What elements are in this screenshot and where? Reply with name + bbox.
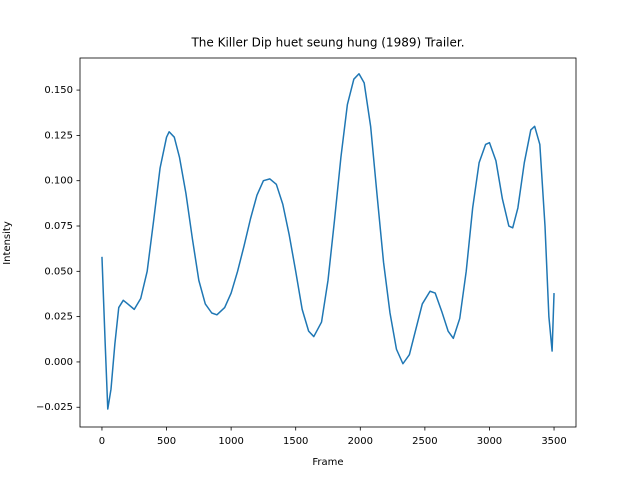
plot-frame — [79, 57, 577, 428]
x-tick-label: 3500 — [541, 436, 566, 447]
y-tick-label: −0.025 — [36, 402, 73, 413]
data-line — [101, 73, 555, 410]
x-tick-label: 0 — [99, 436, 105, 447]
x-tick-label: 3000 — [477, 436, 502, 447]
chart-title: The Killer Dip huet seung hung (1989) Tr… — [190, 36, 464, 50]
y-axis-label: Intensity — [2, 221, 13, 265]
y-tick-label: 0.025 — [44, 312, 73, 323]
y-tick-label: 0.050 — [44, 266, 73, 277]
x-tick-label: 2000 — [348, 436, 373, 447]
x-tick-label: 500 — [157, 436, 176, 447]
y-tick-label: 0.100 — [44, 176, 73, 187]
y-tick-label: 0.125 — [44, 130, 73, 141]
y-tick-label: 0.150 — [44, 85, 73, 96]
x-tick-label: 2500 — [412, 436, 437, 447]
x-tick-label: 1000 — [218, 436, 243, 447]
y-tick-label: 0.000 — [44, 357, 73, 368]
x-axis-label: Frame — [312, 457, 343, 468]
x-tick-label: 1500 — [283, 436, 308, 447]
y-tick-label: 0.075 — [44, 221, 73, 232]
